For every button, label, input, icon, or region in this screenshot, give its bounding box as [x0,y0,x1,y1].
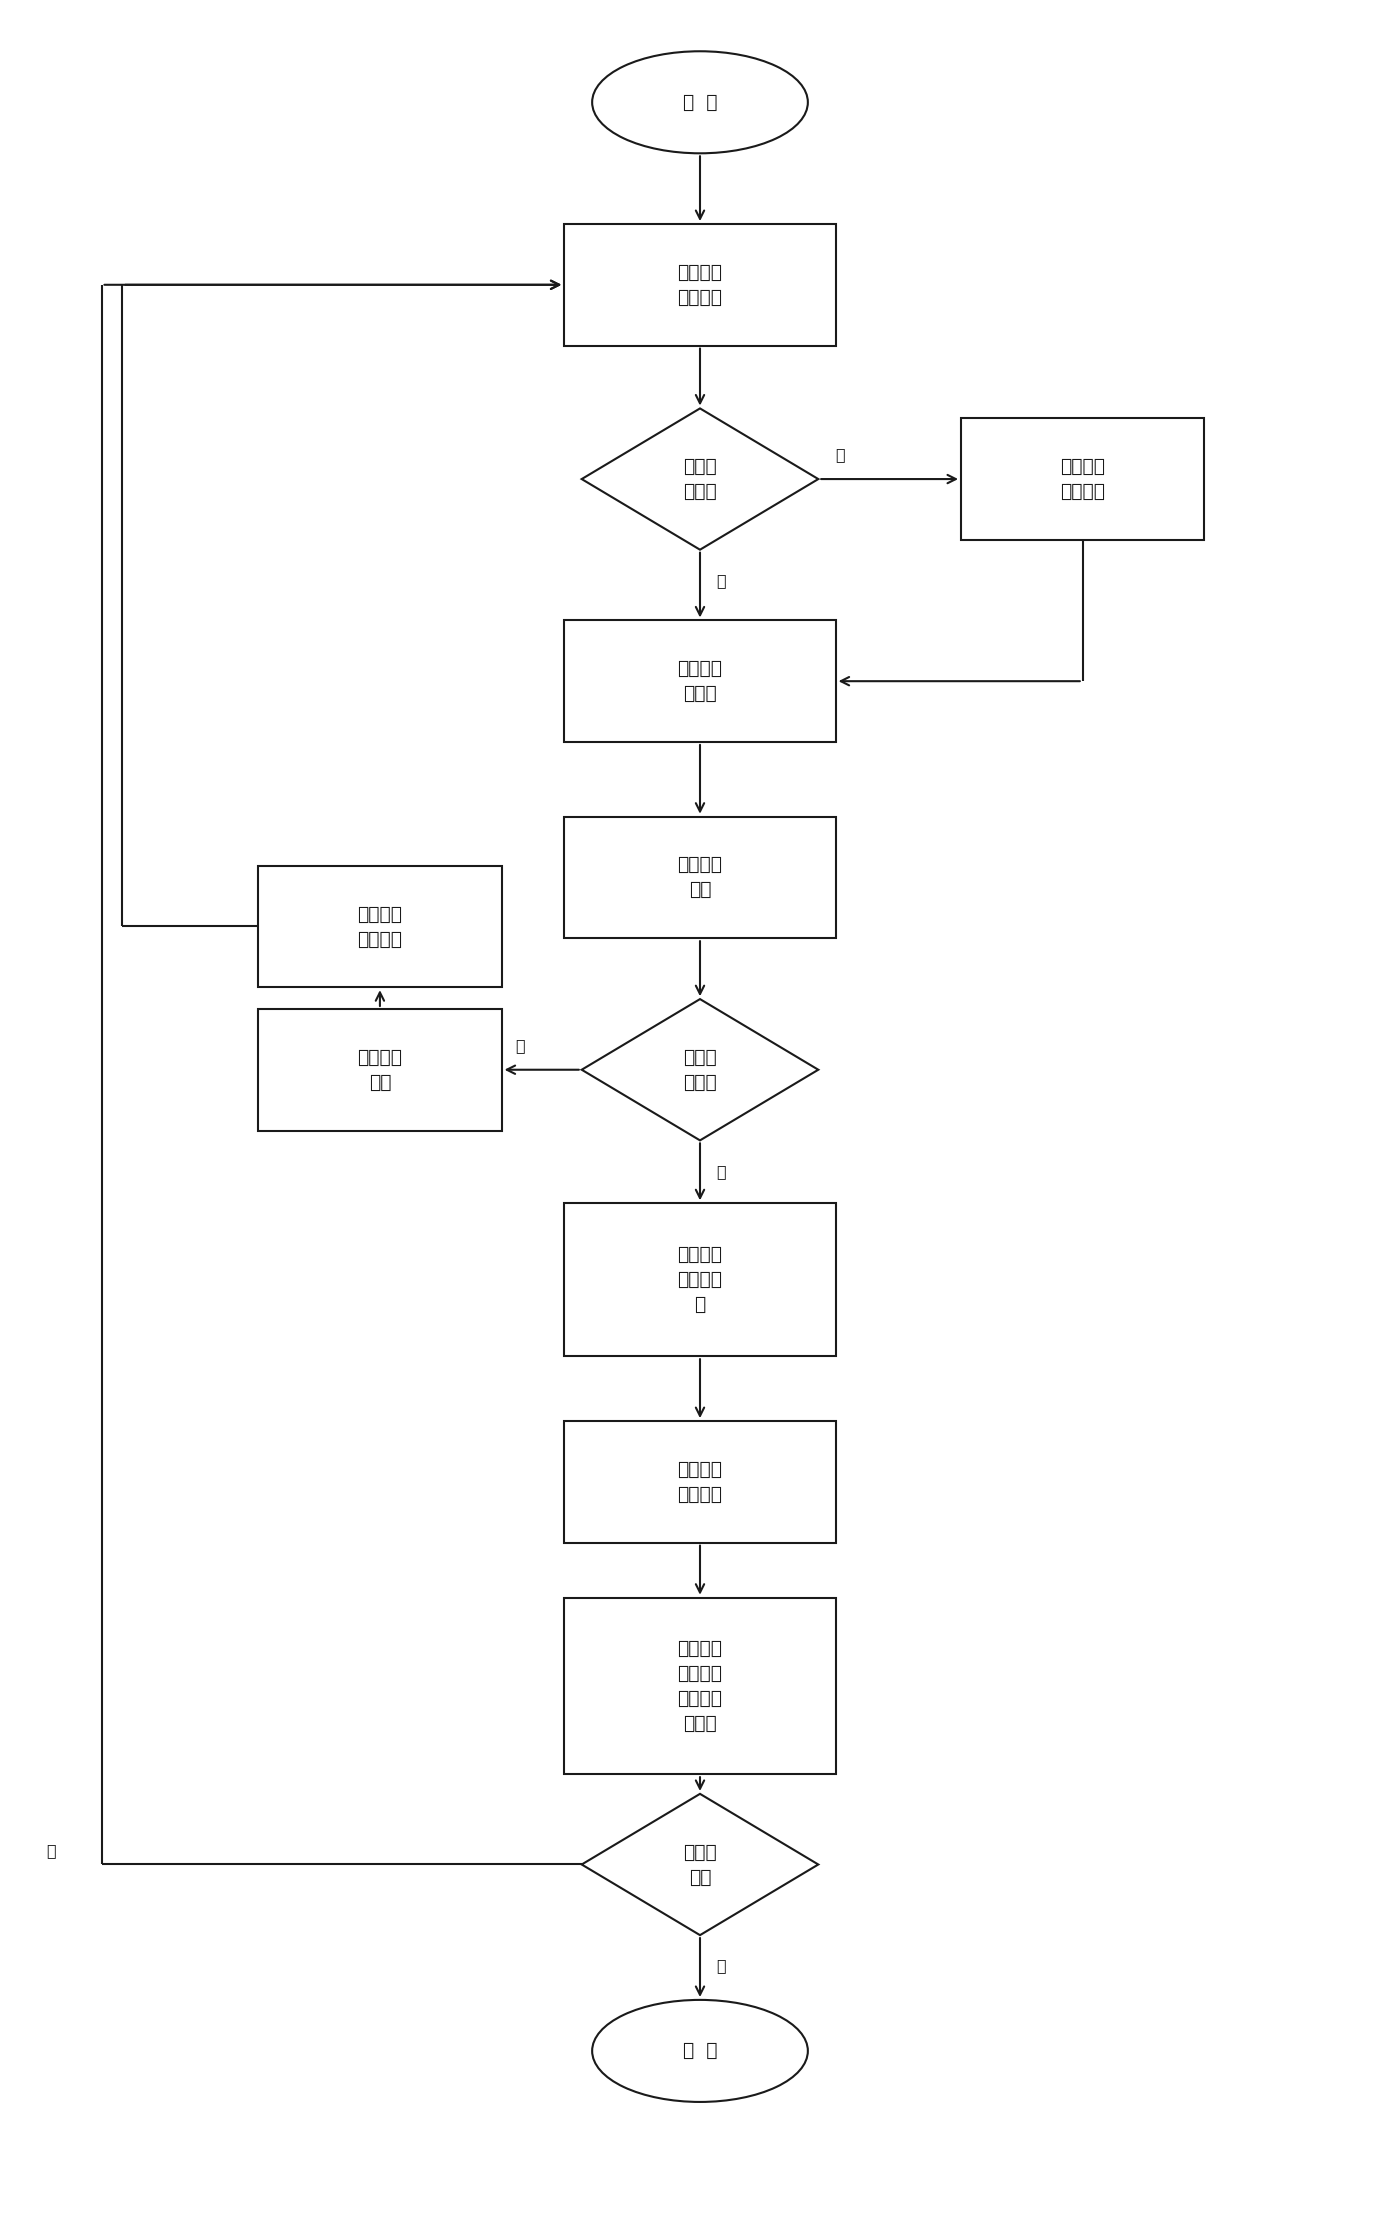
Text: 是: 是 [717,1959,727,1974]
Bar [258,866,501,988]
Bar [960,419,1204,541]
Text: 是否最
后帧: 是否最 后帧 [683,1841,717,1886]
Text: 是否为
第一帧: 是否为 第一帧 [683,456,717,501]
Text: 否: 否 [717,574,727,587]
Text: 是: 是 [834,448,844,463]
Text: 采集并读
取视频帧: 采集并读 取视频帧 [678,264,722,306]
Text: 根据上次
预测与量
测值更新
预测值: 根据上次 预测与量 测值更新 预测值 [678,1640,722,1733]
Text: 否: 否 [717,1163,727,1179]
Polygon shape [582,1793,818,1935]
Text: 滤波并阈
值分割: 滤波并阈 值分割 [678,658,722,702]
Text: 记录并输
出量测值: 记录并输 出量测值 [678,1460,722,1505]
Ellipse shape [592,51,808,153]
Ellipse shape [592,1999,808,2103]
Text: 初始化滤
波器: 初始化滤 波器 [357,1048,402,1092]
Text: 否: 否 [46,1844,56,1857]
Polygon shape [582,408,818,550]
Text: 开  始: 开 始 [683,93,717,111]
Text: 寻找预测
点附近光
斑: 寻找预测 点附近光 斑 [678,1245,722,1314]
Text: 去除被背
表面光斑: 去除被背 表面光斑 [1060,456,1105,501]
Bar [258,1008,501,1130]
Bar [564,224,836,346]
Text: 是: 是 [515,1037,525,1053]
Text: 第一次预
测并保存: 第一次预 测并保存 [357,904,402,948]
Text: 结  束: 结 束 [683,2041,717,2061]
Bar [564,815,836,937]
Bar [564,1598,836,1775]
Text: 提取光斑
质心: 提取光斑 质心 [678,855,722,900]
Bar [564,1420,836,1542]
Bar [564,1203,836,1356]
Bar [564,620,836,742]
Text: 是否为
第一帧: 是否为 第一帧 [683,1048,717,1092]
Polygon shape [582,999,818,1141]
